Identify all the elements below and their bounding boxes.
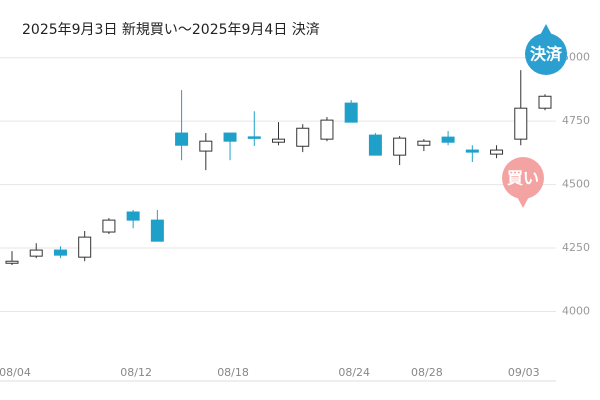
candle-body [53,249,67,256]
y-tick-label: 5000 [562,51,590,64]
x-tick-label: 08/18 [217,366,249,379]
x-tick-label: 08/24 [338,366,370,379]
candle-body [465,149,479,153]
candle-body [417,140,431,146]
candle-body [490,149,504,155]
candle-body [150,219,164,242]
x-tick-label: 08/12 [120,366,152,379]
candle-body [296,127,310,147]
candle-body [272,138,285,143]
candle-body [538,95,552,109]
candle-body [344,102,358,123]
annotation-text: 買い [507,169,539,188]
x-tick-label: 08/28 [411,366,443,379]
candle-body [320,119,334,140]
y-tick-label: 4750 [562,114,590,127]
candle-body [29,249,43,257]
annotation-bubble [525,33,567,75]
candle-body [393,137,407,156]
chart-title: 2025年9月3日 新規買い〜2025年9月4日 決済 [22,22,320,38]
candle-body [102,219,116,233]
candle-body [175,132,189,146]
candle-body [5,260,19,264]
annotation-bubble [502,157,544,199]
x-tick-label: 09/03 [508,366,540,379]
y-tick-label: 4250 [562,241,590,254]
candle-body [78,236,92,258]
candle-body [441,136,455,143]
candle-body [223,132,237,142]
candle-body [368,134,382,156]
annotation-text: 決済 [530,45,563,64]
candle-body [247,136,261,139]
x-tick-label: 08/04 [0,366,31,379]
candle-body [199,140,213,152]
y-tick-label: 4500 [562,178,590,191]
y-tick-label: 4000 [562,304,590,317]
candle-body [126,211,140,221]
candle-body [514,107,528,140]
